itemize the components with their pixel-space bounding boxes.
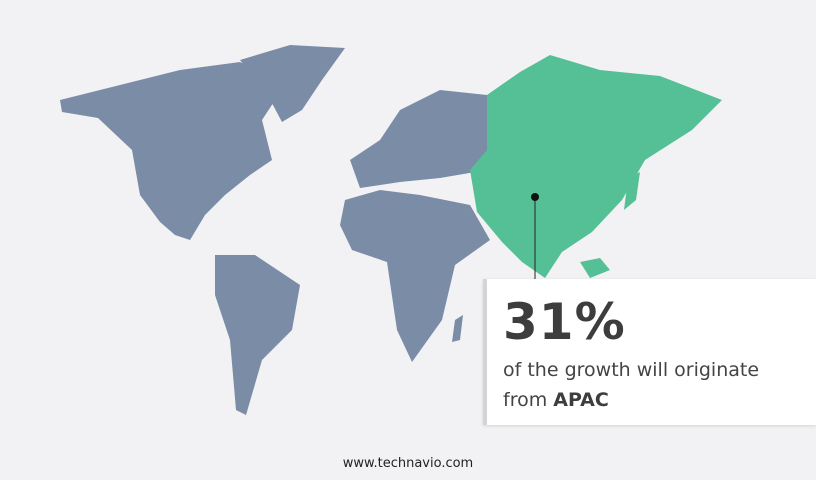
region-north-america <box>60 62 285 240</box>
growth-percent: 31% <box>503 293 626 351</box>
region-apac <box>470 55 722 278</box>
footer-url: www.technavio.com <box>342 456 474 471</box>
callout-text: of the growth will originate <box>503 359 760 381</box>
region-greenland <box>240 45 345 122</box>
region-europe <box>350 90 487 188</box>
region-south-america <box>215 255 300 415</box>
callout-pin-dot <box>531 193 539 201</box>
callout-region: APAC <box>553 389 609 411</box>
callout-card: 31% of the growth will originate from AP… <box>483 279 816 425</box>
region-africa-middle-east <box>340 190 490 362</box>
callout-description: of the growth will originate from APAC <box>503 355 759 415</box>
madagascar <box>452 315 463 342</box>
callout-prefix: from <box>503 389 548 411</box>
